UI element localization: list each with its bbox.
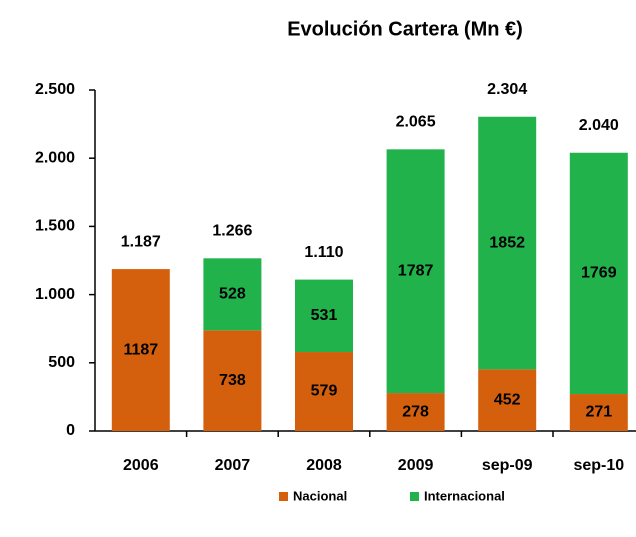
total-label: 1.187 xyxy=(121,233,161,250)
bar-segment xyxy=(569,394,628,431)
legend-label: Internacional xyxy=(424,488,505,503)
x-tick-label: 2007 xyxy=(215,457,251,474)
data-label: 531 xyxy=(311,307,338,324)
bar-segment xyxy=(569,152,628,395)
data-label: 1769 xyxy=(581,265,617,282)
data-label: 1187 xyxy=(123,341,158,358)
data-label: 579 xyxy=(311,383,338,400)
data-label: 738 xyxy=(219,372,246,389)
bar-segment xyxy=(111,269,170,431)
bar-segment xyxy=(386,393,445,431)
bar-segment xyxy=(295,352,353,431)
y-tick-label: 0 xyxy=(66,422,75,439)
total-label: 1.266 xyxy=(212,223,252,240)
y-tick-label: 1.000 xyxy=(35,286,75,303)
bar-segment xyxy=(203,330,262,431)
x-tick-label: 2009 xyxy=(398,457,434,474)
data-label: 1852 xyxy=(489,234,525,251)
total-label: 2.040 xyxy=(579,117,619,134)
bar-segment xyxy=(203,258,262,331)
data-label: 528 xyxy=(219,286,246,303)
total-label: 1.110 xyxy=(304,244,343,261)
data-label: 278 xyxy=(402,403,429,420)
y-tick-label: 2.500 xyxy=(35,81,75,98)
x-tick-label: sep-10 xyxy=(573,457,624,474)
y-tick-label: 500 xyxy=(48,354,75,371)
data-label: 271 xyxy=(585,404,612,421)
x-tick-label: 2008 xyxy=(306,457,342,474)
x-tick-label: sep-09 xyxy=(482,457,533,474)
bar-segment xyxy=(478,369,537,431)
y-tick-label: 1.500 xyxy=(35,218,75,235)
x-tick-label: 2006 xyxy=(123,457,159,474)
bar-segment xyxy=(386,149,445,394)
bar-segment xyxy=(478,116,537,370)
data-label: 452 xyxy=(494,391,521,408)
total-label: 2.304 xyxy=(487,81,527,98)
bar-segment xyxy=(295,279,353,353)
y-tick-label: 2.000 xyxy=(35,149,75,166)
data-label: 1787 xyxy=(398,262,434,279)
legend-swatch xyxy=(410,492,419,501)
legend-swatch xyxy=(279,492,288,501)
total-label: 2.065 xyxy=(396,114,436,131)
chart-title: Evolución Cartera (Mn €) xyxy=(287,18,523,40)
legend-label: Nacional xyxy=(293,488,347,503)
